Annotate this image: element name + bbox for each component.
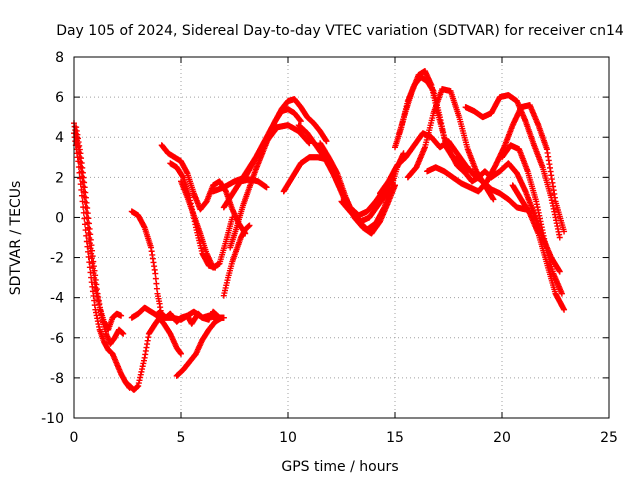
data-point [297,118,304,125]
x-tick-label: 15 [386,430,404,446]
data-series-track-6 [128,208,165,321]
data-point [153,280,160,287]
data-point [558,290,565,297]
x-tick-label: 20 [493,430,511,446]
data-series-track-25 [462,92,563,241]
y-tick-label: -2 [50,251,64,267]
data-point [522,206,529,213]
data-point [556,268,563,275]
data-series-track-18 [295,122,396,219]
data-point [85,215,92,222]
y-tick-label: -10 [41,411,64,427]
data-series-track-15 [210,122,313,195]
data-point [120,330,127,337]
data-point [89,247,96,254]
data-point [556,234,563,241]
data-series-track-20 [338,150,407,233]
data-series-track-28 [509,182,568,313]
y-tick-label: 0 [55,210,64,226]
x-axis-label: GPS time / hours [281,459,398,475]
y-tick-label: -8 [50,371,64,387]
data-point [87,231,94,238]
data-point [82,221,89,228]
data-point [178,350,184,357]
data-point [82,189,89,196]
data-point [561,228,568,235]
x-tick-label: 10 [279,430,297,446]
data-series-track-5 [128,304,184,357]
data-series-track-7 [156,308,227,323]
data-series-track-29 [377,130,529,213]
data-point [561,306,568,313]
data-series-track-24 [424,102,568,235]
data-point [79,198,86,205]
data-series-track-12 [220,222,253,299]
data-point [87,269,94,276]
y-axis-label: SDTVAR / TECUs [8,181,24,296]
data-series-track-16 [237,176,270,191]
data-point [86,225,93,232]
data-point [84,210,91,217]
y-tick-label: 8 [55,50,64,66]
data-point [75,158,82,165]
chart-title: Day 105 of 2024, Sidereal Day-to-day VTE… [56,23,624,39]
data-point [81,184,88,191]
data-point [75,164,82,171]
x-tick-label: 25 [600,430,618,446]
data-point [89,253,96,260]
data-point [83,199,90,206]
data-point [152,270,159,277]
y-tick-label: 6 [55,90,64,106]
data-point [84,243,91,250]
data-point [323,138,330,145]
data-point [86,264,93,271]
axis-ticks: 0 5 10 15 20 25 -10 -8 -6 -4 -2 0 2 4 6 8 [41,50,618,446]
data-point [80,204,87,211]
data-point [85,220,92,227]
data-point [77,175,84,182]
data-point [82,194,89,201]
data-point [84,204,91,211]
data-point [229,214,236,221]
data-point [77,181,84,188]
data-point [490,196,497,203]
data-point [246,222,253,229]
data-point [118,312,125,319]
data-point [83,238,90,245]
x-tick-label: 0 [70,430,79,446]
y-tick-label: 4 [55,130,64,146]
data-marks [71,68,568,393]
y-tick-label: -4 [50,291,64,307]
x-tick-label: 5 [177,430,186,446]
data-point [78,192,85,199]
data-point [82,227,89,234]
data-point [88,242,95,249]
data-point [152,275,159,282]
data-point [218,314,225,321]
data-point [153,285,160,292]
grid-lines [74,57,609,418]
data-point [85,253,92,260]
data-point [263,184,270,191]
plot-frame [73,56,610,419]
data-point [87,236,94,243]
data-point [83,232,90,239]
y-tick-label: -6 [50,331,64,347]
data-point [85,248,92,255]
y-tick-label: 2 [55,170,64,186]
data-series-track-3 [73,124,127,347]
data-point [78,186,85,193]
data-series-track-11 [178,178,236,271]
data-series-track-8 [173,314,225,379]
